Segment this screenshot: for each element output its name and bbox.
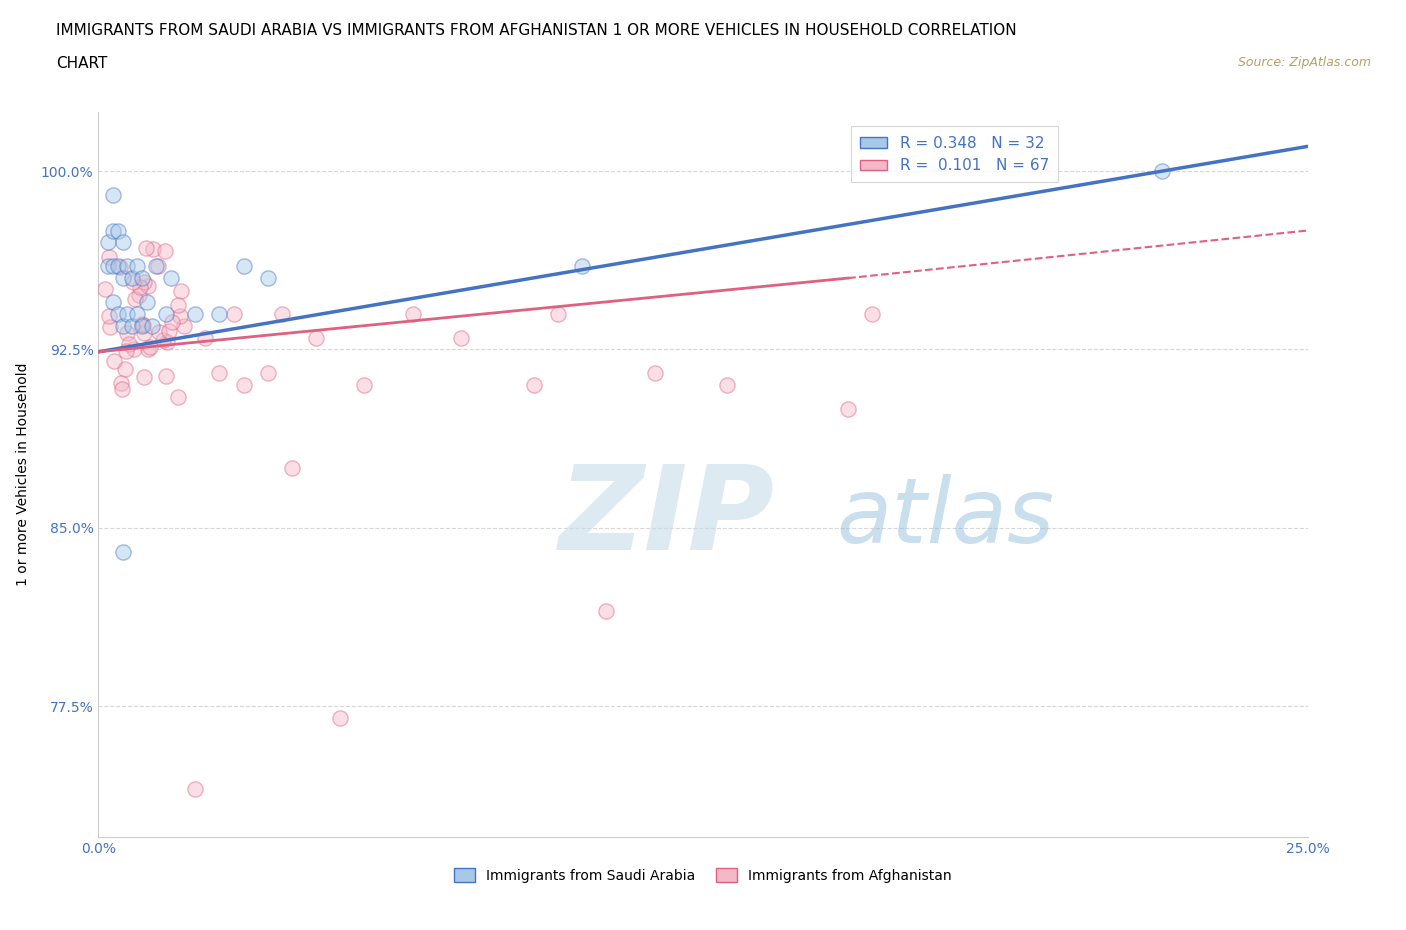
Point: [98, 249, 121, 264]
Point: [141, 318, 163, 333]
Point: [111, 318, 134, 333]
Point: [127, 259, 149, 273]
Point: [1152, 164, 1174, 179]
Point: [128, 288, 150, 303]
Point: [169, 309, 191, 324]
Point: [131, 316, 153, 331]
Point: [115, 343, 138, 358]
Text: ZIP: ZIP: [558, 460, 773, 576]
Point: [716, 378, 738, 392]
Point: [122, 342, 145, 357]
Point: [134, 275, 156, 290]
Point: [184, 782, 207, 797]
Point: [155, 368, 177, 383]
Point: [101, 259, 124, 273]
Point: [523, 378, 546, 392]
Point: [132, 369, 155, 384]
Point: [148, 259, 170, 273]
Point: [860, 306, 883, 321]
Point: [837, 402, 859, 417]
Point: [450, 330, 472, 345]
Point: [135, 240, 157, 255]
Point: [134, 326, 156, 340]
Point: [131, 318, 153, 333]
Point: [148, 325, 170, 339]
Point: [97, 235, 120, 250]
Point: [173, 319, 195, 334]
Text: Source: ZipAtlas.com: Source: ZipAtlas.com: [1237, 56, 1371, 69]
Point: [167, 390, 190, 405]
Point: [121, 318, 143, 333]
Point: [135, 295, 157, 310]
Point: [139, 339, 162, 354]
Point: [232, 378, 254, 392]
Point: [145, 259, 167, 273]
Point: [184, 306, 207, 321]
Point: [353, 378, 375, 392]
Point: [117, 259, 139, 273]
Point: [329, 711, 352, 725]
Point: [153, 244, 176, 259]
Point: [101, 295, 124, 310]
Point: [118, 337, 141, 352]
Point: [305, 330, 328, 345]
Legend: Immigrants from Saudi Arabia, Immigrants from Afghanistan: Immigrants from Saudi Arabia, Immigrants…: [449, 862, 957, 888]
Point: [108, 259, 131, 274]
Point: [138, 342, 160, 357]
Point: [122, 275, 145, 290]
Point: [271, 306, 294, 321]
Point: [160, 314, 183, 329]
Point: [547, 306, 569, 321]
Point: [595, 604, 617, 618]
Point: [94, 282, 117, 297]
Point: [129, 280, 152, 295]
Point: [157, 324, 180, 339]
Point: [170, 284, 193, 299]
Point: [136, 278, 159, 293]
Point: [124, 291, 146, 306]
Point: [98, 320, 121, 335]
Point: [114, 362, 136, 377]
Point: [644, 365, 666, 380]
Point: [97, 309, 120, 324]
Point: [101, 223, 124, 238]
Text: atlas: atlas: [837, 473, 1054, 562]
Point: [131, 318, 153, 333]
Point: [222, 306, 245, 321]
Point: [111, 381, 134, 396]
Point: [111, 235, 134, 250]
Point: [107, 223, 129, 238]
Point: [97, 259, 120, 273]
Point: [103, 353, 125, 368]
Point: [115, 326, 138, 340]
Point: [152, 332, 174, 347]
Point: [107, 259, 129, 273]
Point: [256, 365, 278, 380]
Point: [208, 365, 231, 380]
Point: [156, 335, 179, 350]
Point: [402, 306, 425, 321]
Point: [117, 306, 139, 321]
Point: [194, 330, 217, 345]
Point: [160, 271, 183, 286]
Y-axis label: 1 or more Vehicles in Household: 1 or more Vehicles in Household: [15, 363, 30, 586]
Point: [101, 188, 124, 203]
Point: [111, 271, 134, 286]
Point: [127, 306, 149, 321]
Point: [121, 271, 143, 286]
Point: [208, 306, 231, 321]
Point: [111, 544, 134, 559]
Text: IMMIGRANTS FROM SAUDI ARABIA VS IMMIGRANTS FROM AFGHANISTAN 1 OR MORE VEHICLES I: IMMIGRANTS FROM SAUDI ARABIA VS IMMIGRAN…: [56, 23, 1017, 38]
Point: [131, 271, 153, 286]
Point: [256, 271, 278, 286]
Point: [232, 259, 254, 273]
Point: [142, 242, 165, 257]
Point: [281, 461, 304, 476]
Point: [167, 298, 190, 312]
Text: CHART: CHART: [56, 56, 108, 71]
Point: [110, 376, 132, 391]
Point: [155, 306, 177, 321]
Point: [107, 306, 129, 321]
Point: [571, 259, 593, 273]
